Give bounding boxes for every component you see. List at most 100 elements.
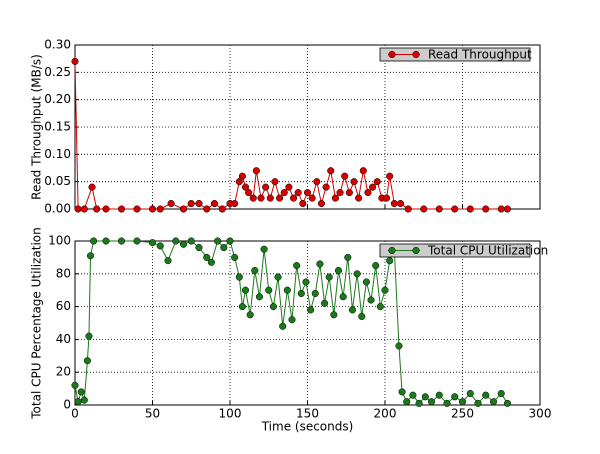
- data-point: [466, 205, 474, 213]
- data-point: [451, 205, 459, 213]
- data-point: [269, 303, 277, 311]
- axes-frame: [74, 240, 541, 406]
- data-point: [262, 183, 270, 191]
- data-point: [409, 391, 417, 399]
- data-point: [369, 183, 377, 191]
- data-point: [251, 266, 259, 275]
- data-point: [420, 205, 428, 213]
- data-point: [350, 178, 358, 186]
- x-axis-label: Time (seconds): [261, 420, 354, 434]
- data-point: [376, 303, 384, 311]
- data-point: [187, 237, 195, 245]
- legend-marker: [412, 246, 420, 255]
- y-axis-label: Read Throughput (MB/s): [30, 54, 44, 200]
- legend-box: [379, 47, 531, 62]
- data-point: [102, 205, 110, 213]
- data-point: [489, 398, 498, 406]
- data-point: [83, 357, 91, 365]
- data-point: [325, 273, 333, 281]
- data-point: [381, 286, 389, 294]
- data-point: [474, 399, 482, 407]
- y-tick-label: 80: [56, 266, 71, 280]
- data-point: [203, 253, 211, 261]
- data-point: [285, 183, 293, 191]
- data-point: [266, 194, 274, 202]
- x-tick-label: 0: [71, 407, 79, 421]
- y-axis-label: Total CPU Percentage Utilization: [30, 227, 44, 420]
- y-tick-label: 40: [56, 332, 71, 346]
- data-point: [179, 205, 188, 213]
- data-point: [348, 306, 357, 314]
- data-point: [241, 286, 250, 294]
- data-point: [203, 205, 211, 213]
- data-point: [255, 293, 264, 301]
- data-point: [297, 289, 305, 298]
- legend-label: Read Throughput: [428, 48, 532, 62]
- data-point: [102, 237, 110, 245]
- data-point: [503, 399, 512, 407]
- data-point: [421, 393, 429, 401]
- data-point: [280, 189, 288, 197]
- data-point: [235, 273, 243, 281]
- data-point: [71, 381, 79, 389]
- data-point: [93, 205, 101, 213]
- y-tick-label: 60: [56, 299, 71, 313]
- data-point: [497, 205, 505, 213]
- data-point: [359, 167, 367, 175]
- data-point: [179, 240, 188, 248]
- axes-frame: [74, 44, 541, 210]
- data-point: [117, 237, 126, 245]
- data-point: [395, 342, 403, 350]
- data-point: [466, 389, 474, 398]
- data-point: [403, 398, 411, 406]
- data-point: [90, 237, 98, 245]
- data-point: [302, 278, 310, 286]
- legend-marker: [388, 50, 396, 59]
- data-point: [74, 205, 82, 213]
- x-tick-label: 100: [219, 407, 242, 421]
- data-point: [334, 266, 343, 275]
- data-point: [299, 199, 307, 208]
- data-point: [187, 199, 195, 208]
- data-point: [80, 396, 88, 404]
- data-point: [117, 205, 126, 213]
- data-point: [164, 257, 172, 265]
- data-point: [331, 194, 339, 202]
- y-tick-label: 0.15: [44, 120, 71, 134]
- data-point: [148, 239, 157, 247]
- data-point: [316, 260, 324, 268]
- data-point: [353, 270, 361, 278]
- data-point: [427, 398, 436, 406]
- data-point: [355, 194, 363, 202]
- data-point: [482, 205, 490, 213]
- data-point: [214, 237, 222, 245]
- data-point: [367, 296, 375, 304]
- data-point: [88, 183, 96, 191]
- y-tick-label: 0: [63, 398, 71, 412]
- series-line: [74, 240, 508, 405]
- data-point: [344, 253, 352, 261]
- legend-label: Total CPU Utilization: [427, 244, 548, 258]
- data-point: [386, 257, 394, 265]
- data-point: [218, 205, 226, 213]
- data-point: [241, 183, 250, 191]
- data-point: [313, 178, 321, 186]
- data-point: [77, 388, 85, 396]
- x-tick-label: 250: [451, 407, 474, 421]
- data-point: [362, 278, 370, 286]
- data-point: [167, 199, 175, 208]
- data-point: [283, 286, 291, 294]
- data-point: [396, 199, 405, 208]
- legend-box: [379, 243, 531, 258]
- legend-marker: [388, 246, 396, 255]
- data-point: [246, 311, 254, 319]
- data-point: [71, 57, 79, 65]
- y-tick-label: 0.30: [44, 38, 71, 52]
- data-point: [74, 398, 82, 406]
- data-point: [364, 189, 372, 197]
- data-point: [85, 332, 93, 340]
- data-point: [195, 199, 203, 208]
- data-point: [271, 178, 279, 186]
- data-point: [435, 391, 443, 399]
- data-point: [503, 205, 512, 213]
